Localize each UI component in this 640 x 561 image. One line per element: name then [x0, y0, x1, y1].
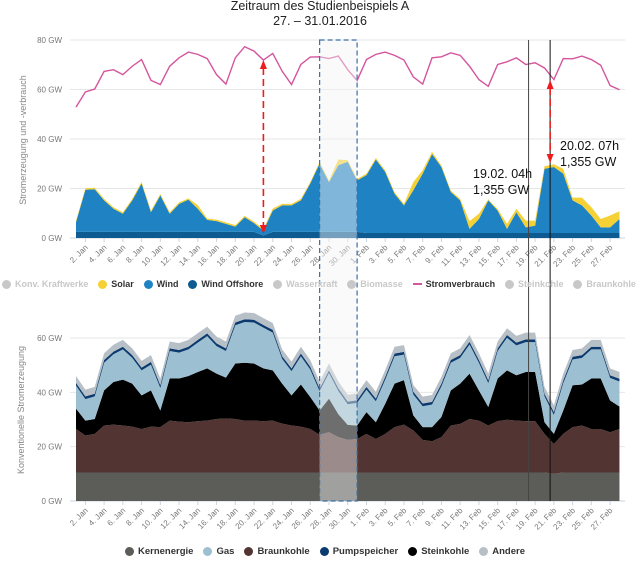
x-tick-label: 3. Feb: [367, 506, 390, 529]
legend-dot-icon: [408, 547, 418, 556]
x-tick-label: 30. Jan: [327, 506, 352, 531]
legend-dot-icon: [479, 547, 489, 556]
area-steinkohle: [76, 362, 620, 444]
arrow-head-up-icon: [259, 60, 267, 69]
area-braunkohle: [76, 418, 620, 474]
annotation-date: 19.02. 04h: [473, 167, 533, 181]
legend-item-wind-offshore[interactable]: Wind Offshore: [188, 279, 263, 289]
legend-label: Gas: [216, 546, 235, 557]
area-wind: [76, 154, 620, 236]
legend-label: Stromverbrauch: [425, 279, 496, 289]
legend-bottom: Kernenergie Gas Braunkohle Pumpspeicher Stei…: [125, 546, 525, 557]
x-tick-label: 2. Jan: [68, 506, 90, 528]
area-gas: [76, 321, 620, 434]
y-tick-label: 80 GW: [37, 36, 62, 45]
legend-item-steinkohle[interactable]: Steinkohle: [505, 279, 564, 289]
legend-item-wind[interactable]: Wind: [143, 279, 179, 289]
legend-dot-icon: [143, 279, 153, 289]
annotation-date: 20.02. 07h: [560, 139, 620, 153]
legend-label: Konv. Kraftwerke: [15, 279, 89, 289]
legend-item-wasserkraft[interactable]: Wasserkraft: [273, 279, 337, 289]
legend-dot-icon: [273, 279, 283, 289]
x-tick-label: 3. Feb: [367, 243, 390, 266]
x-tick-label: 4. Jan: [87, 243, 109, 265]
gap-arrow-feb: [546, 80, 554, 163]
legend-item-konv-kraftwerke[interactable]: Konv. Kraftwerke: [2, 279, 88, 289]
arrow-head-up-icon: [546, 80, 554, 89]
x-tick-label: 5. Feb: [386, 506, 409, 529]
legend-label: Steinkohle: [421, 546, 470, 557]
area-andere: [76, 312, 620, 413]
legend-dot-icon: [319, 547, 329, 556]
legend-line-icon: [412, 283, 422, 285]
legend-item-kernenergie[interactable]: Kernenergie: [125, 546, 193, 557]
x-tick-label: 4. Jan: [87, 506, 109, 528]
area-wind-offshore: [76, 231, 620, 238]
x-tick-label: 6. Jan: [105, 506, 127, 528]
legend-dot-icon: [98, 279, 108, 289]
legend-dot-icon: [203, 547, 213, 556]
legend-label: Braunkohle: [257, 546, 310, 557]
legend-item-pumpspeicher[interactable]: Pumpspeicher: [319, 546, 399, 557]
x-tick-label: 5. Feb: [386, 243, 409, 266]
legend-dot-icon: [2, 279, 11, 289]
area-kernenergie: [76, 472, 620, 501]
legend-item-stromverbrauch[interactable]: Stromverbrauch: [412, 279, 496, 289]
legend-label: Pumpspeicher: [332, 546, 399, 557]
legend-item-biomasse[interactable]: Biomasse: [347, 279, 403, 289]
x-tick-label: 2. Jan: [68, 243, 90, 265]
y-tick-label: 0 GW: [42, 234, 63, 243]
chart-title: Zeitraum des Studienbeispiels A 27. – 31…: [0, 0, 640, 29]
y-tick-label: 20 GW: [37, 443, 62, 452]
legend-label: Braunkohle: [586, 279, 636, 289]
y-axis-label: Stromerzeugung und -verbrauch: [18, 75, 28, 205]
legend-label: Solar: [111, 279, 134, 289]
annotation-20-02: 20.02. 07h 1,355 GW: [560, 138, 619, 170]
arrow-head-down-icon: [546, 154, 554, 163]
legend-label: Wind Offshore: [201, 279, 264, 289]
annotation-19-02: 19.02. 04h 1,355 GW: [473, 166, 532, 198]
legend-label: Wasserkraft: [286, 279, 338, 289]
y-tick-label: 60 GW: [37, 334, 62, 343]
title-line-1: Zeitraum des Studienbeispiels A: [230, 0, 410, 13]
gap-arrow-jan: [259, 60, 267, 234]
legend-dot-icon: [244, 547, 254, 556]
annotation-value: 1,355 GW: [560, 155, 617, 169]
arrow-head-down-icon: [259, 225, 267, 234]
legend-label: Andere: [492, 546, 525, 557]
annotation-value: 1,355 GW: [473, 183, 530, 197]
y-axis-label: Konventionelle Stromerzeugung: [16, 346, 26, 474]
x-tick-label: 7. Feb: [405, 506, 428, 529]
legend-label: Biomasse: [360, 279, 403, 289]
legend-item-andere[interactable]: Andere: [479, 546, 525, 557]
legend-label: Kernenergie: [138, 546, 194, 557]
legend-dot-icon: [188, 279, 198, 289]
legend-top: Konv. Kraftwerke Solar Wind Wind Offshore Wa…: [2, 279, 636, 289]
legend-label: Wind: [156, 279, 179, 289]
y-tick-label: 60 GW: [37, 86, 62, 95]
x-tick-label: 7. Feb: [405, 243, 428, 266]
legend-dot-icon: [347, 279, 357, 289]
highlight-study-period: [319, 39, 358, 502]
legend-label: Steinkohle: [518, 279, 564, 289]
y-tick-label: 40 GW: [37, 388, 62, 397]
legend-item-braunkohle[interactable]: Braunkohle: [244, 546, 310, 557]
x-tick-label: 1. Feb: [348, 506, 371, 529]
y-tick-label: 0 GW: [42, 497, 63, 506]
y-tick-label: 40 GW: [37, 135, 62, 144]
legend-dot-icon: [573, 279, 583, 289]
legend-item-gas[interactable]: Gas: [203, 546, 234, 557]
title-line-2: 27. – 31.01.2016: [273, 14, 367, 28]
legend-item-solar[interactable]: Solar: [98, 279, 134, 289]
x-tick-label: 6. Jan: [105, 243, 127, 265]
legend-item-braunkohle[interactable]: Braunkohle: [573, 279, 636, 289]
y-tick-label: 20 GW: [37, 185, 62, 194]
legend-dot-icon: [505, 279, 514, 289]
legend-dot-icon: [125, 547, 134, 556]
legend-item-steinkohle[interactable]: Steinkohle: [408, 546, 469, 557]
